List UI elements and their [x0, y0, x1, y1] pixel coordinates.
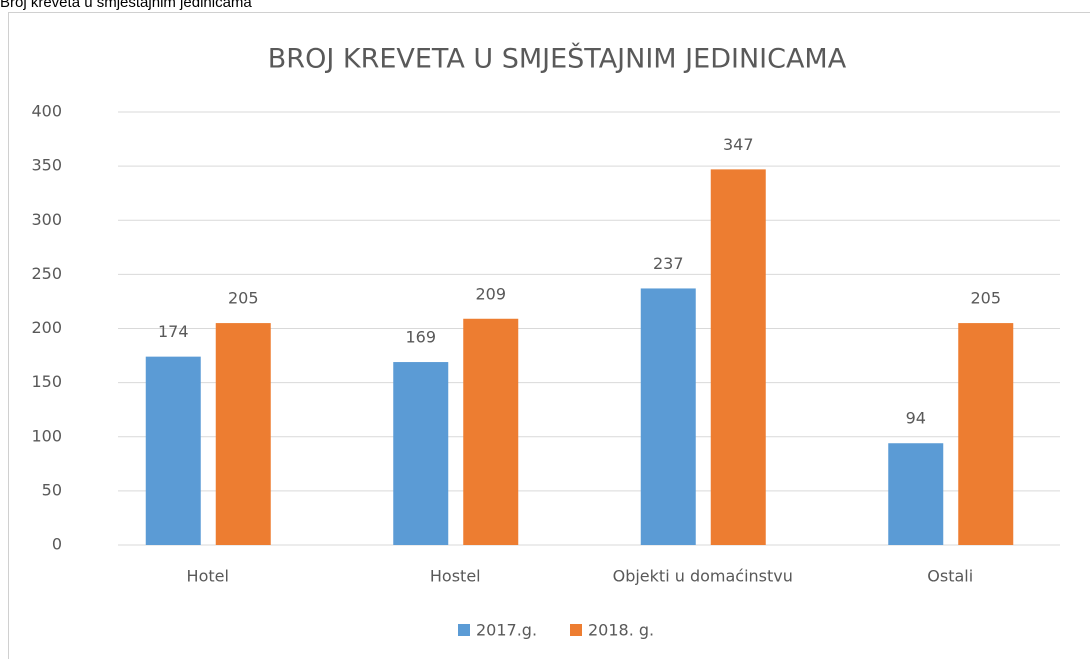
- value-label: 94: [906, 409, 926, 428]
- bar: [393, 362, 449, 545]
- y-tick-label: 100: [31, 426, 62, 445]
- legend-swatch: [570, 624, 582, 636]
- y-tick-label: 250: [31, 264, 62, 283]
- legend-swatch: [458, 624, 470, 636]
- bar: [463, 318, 519, 545]
- y-tick-label: 150: [31, 372, 62, 391]
- chart-title: BROJ KREVETA U SMJEŠTAJNIM JEDINICAMA: [268, 43, 847, 75]
- y-tick-label: 50: [42, 480, 62, 499]
- bar: [888, 443, 944, 545]
- caption: Broj kreveta u smještajnim jedinicama: [0, 0, 252, 11]
- legend-label: 2018. g.: [588, 621, 654, 640]
- bar: [958, 323, 1014, 545]
- bar: [215, 323, 271, 545]
- x-tick-label: Objekti u domaćinstvu: [613, 567, 793, 586]
- value-label: 169: [405, 328, 436, 347]
- y-tick-label: 300: [31, 210, 62, 229]
- x-tick-label: Hotel: [187, 567, 229, 586]
- chart-frame: [8, 12, 1090, 659]
- y-tick-label: 400: [31, 102, 62, 121]
- y-tick-label: 350: [31, 156, 62, 175]
- value-label: 347: [723, 135, 754, 154]
- value-label: 174: [158, 322, 189, 341]
- bar: [145, 356, 201, 545]
- y-tick-label: 0: [52, 535, 62, 554]
- x-tick-label: Ostali: [927, 567, 973, 586]
- legend-label: 2017.g.: [476, 621, 537, 640]
- bar: [640, 288, 696, 545]
- value-label: 205: [970, 289, 1001, 308]
- value-label: 205: [228, 289, 259, 308]
- x-tick-label: Hostel: [430, 567, 481, 586]
- y-tick-label: 200: [31, 318, 62, 337]
- value-label: 237: [653, 254, 684, 273]
- bar: [710, 169, 766, 545]
- value-label: 209: [475, 284, 506, 303]
